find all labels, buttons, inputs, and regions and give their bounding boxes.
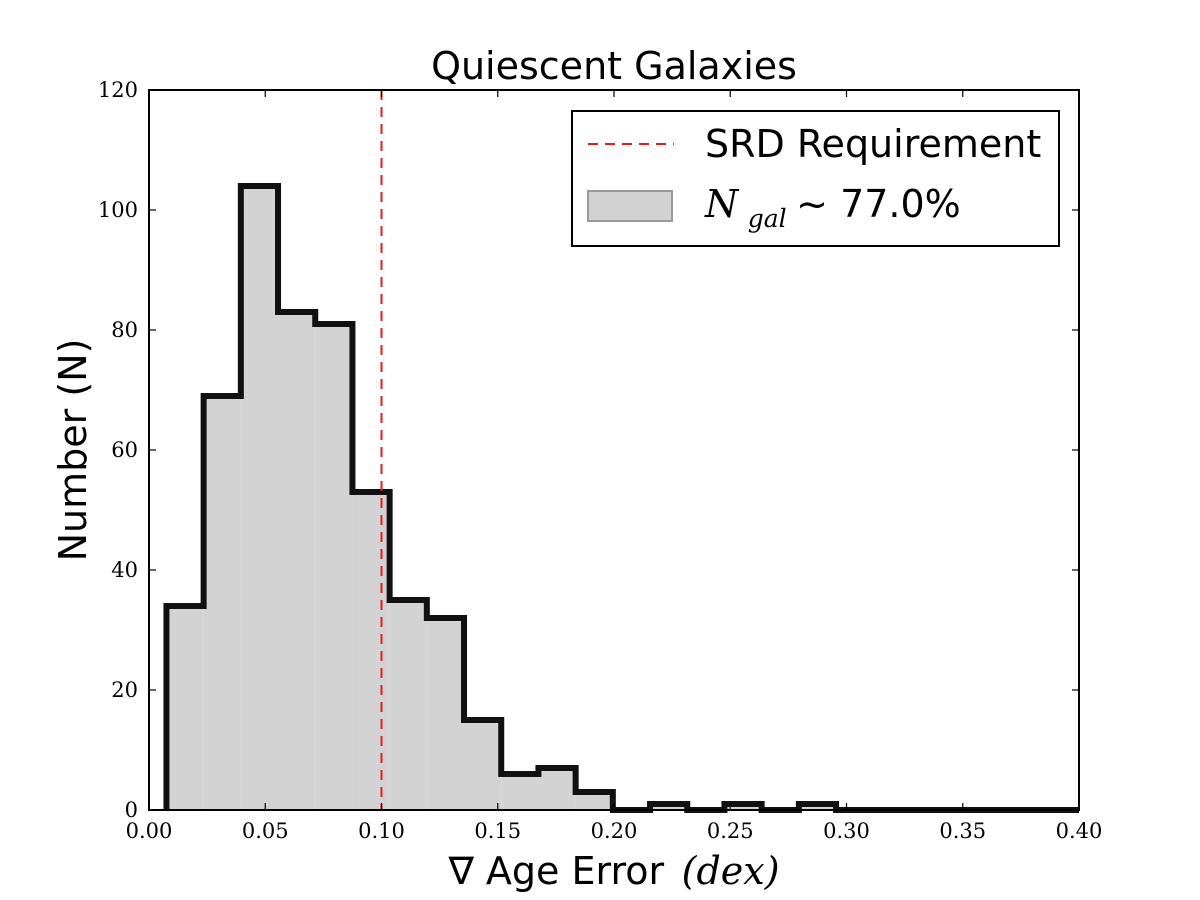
x-axis-label-main: ∇ Age Error [447,849,664,893]
x-tick-label: 0.15 [474,819,521,843]
legend-label-srd: SRD Requirement [705,122,1041,166]
x-tick-label: 0.25 [707,819,754,843]
legend-label-ngal: N gal ~ 77.0% [704,182,961,236]
y-tick-label: 100 [98,198,138,222]
x-axis-label: ∇ Age Error (dex) [447,849,779,893]
histogram-bar [389,600,427,810]
y-tick-label: 20 [111,678,138,702]
y-tick-label: 0 [125,798,138,822]
legend-box [571,110,1060,247]
y-ticks: 0 20 40 60 80 100 120 [98,78,1079,822]
histogram-bar [575,792,613,810]
bars-group [163,183,1079,813]
histogram-bar [352,492,390,810]
x-ticks: 0.00 0.05 0.10 0.15 0.20 0.25 0.30 0.35 0.40 [126,90,1103,843]
histogram-bar [426,618,465,810]
legend-label-ngal-symbol: N [704,182,740,226]
histogram-bar [501,774,539,810]
y-tick-label: 60 [111,438,138,462]
chart-title: Quiescent Galaxies [431,44,797,88]
legend-label-ngal-subscript: gal [748,204,787,233]
x-tick-label: 0.10 [358,819,405,843]
legend-label-ngal-rest: ~ 77.0% [796,182,961,226]
histogram-bar [278,312,316,810]
histogram-bar [166,606,204,810]
y-tick-label: 120 [98,78,138,102]
x-tick-label: 0.05 [242,819,289,843]
x-axis-label-unit: (dex) [682,849,780,893]
histogram-bar [315,324,353,810]
y-tick-label: 40 [111,558,138,582]
x-tick-label: 0.40 [1056,819,1103,843]
x-tick-label: 0.20 [591,819,638,843]
x-tick-label: 0.35 [939,819,986,843]
legend-patch-swatch [587,190,673,222]
x-tick-label: 0.00 [126,819,173,843]
histogram-bar [240,186,279,810]
y-tick-label: 80 [111,318,138,342]
y-axis-label: Number (N) [51,339,95,562]
histogram-bar [464,720,502,810]
histogram-bar [203,396,241,810]
legend: SRD Requirement N gal ~ 77.0% [571,110,1060,247]
x-tick-label: 0.30 [823,819,870,843]
histogram-bar [538,768,576,810]
histogram-outline [163,183,1079,813]
